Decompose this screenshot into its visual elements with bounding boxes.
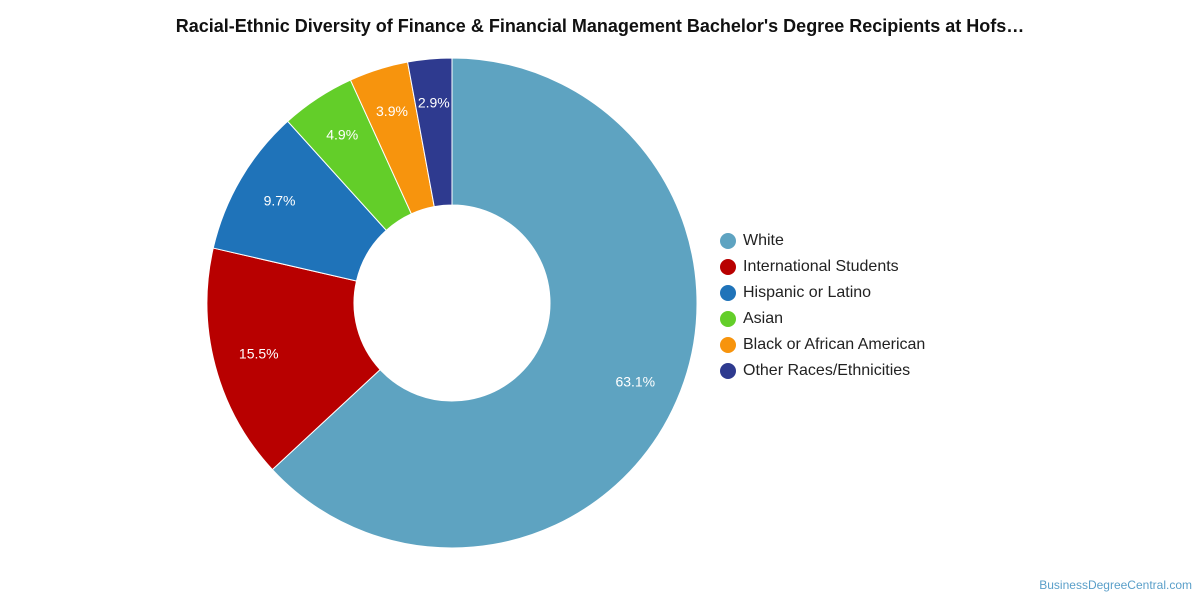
legend-item[interactable]: White	[720, 228, 925, 254]
slices-group	[206, 57, 698, 549]
legend-swatch	[720, 311, 736, 327]
legend-item[interactable]: Asian	[720, 306, 925, 332]
legend-item[interactable]: Other Races/Ethnicities	[720, 358, 925, 384]
slice-label: 63.1%	[615, 374, 655, 390]
legend-item[interactable]: International Students	[720, 254, 925, 280]
legend-swatch	[720, 233, 736, 249]
legend-label: Hispanic or Latino	[743, 284, 872, 301]
legend-item[interactable]: Hispanic or Latino	[720, 280, 925, 306]
slice-label: 15.5%	[239, 345, 279, 361]
legend-label: International Students	[743, 258, 899, 275]
legend-label: Black or African American	[743, 336, 926, 353]
legend-swatch	[720, 285, 736, 301]
slice-label: 3.9%	[376, 103, 408, 119]
legend-label: Other Races/Ethnicities	[743, 362, 911, 379]
slice-white[interactable]	[271, 57, 698, 549]
slice-label: 2.9%	[418, 95, 450, 111]
slice-international-students[interactable]	[206, 247, 381, 471]
watermark: BusinessDegreeCentral.com	[1039, 578, 1192, 592]
chart-legend: White International Students Hispanic or L…	[720, 228, 925, 384]
legend-swatch	[720, 363, 736, 379]
legend-swatch	[720, 337, 736, 353]
legend-label: White	[743, 232, 784, 249]
legend-label: Asian	[743, 310, 784, 327]
slice-labels-group: 63.1% 15.5% 9.7% 4.9% 3.9% 2.9%	[239, 95, 655, 390]
legend-item[interactable]: Black or African American	[720, 332, 925, 358]
slice-label: 9.7%	[264, 192, 296, 208]
slice-other-races-ethnicities[interactable]	[407, 57, 453, 208]
legend-swatch	[720, 259, 736, 275]
chart-title: Racial-Ethnic Diversity of Finance & Fin…	[175, 16, 1025, 36]
slice-label: 4.9%	[326, 127, 358, 143]
